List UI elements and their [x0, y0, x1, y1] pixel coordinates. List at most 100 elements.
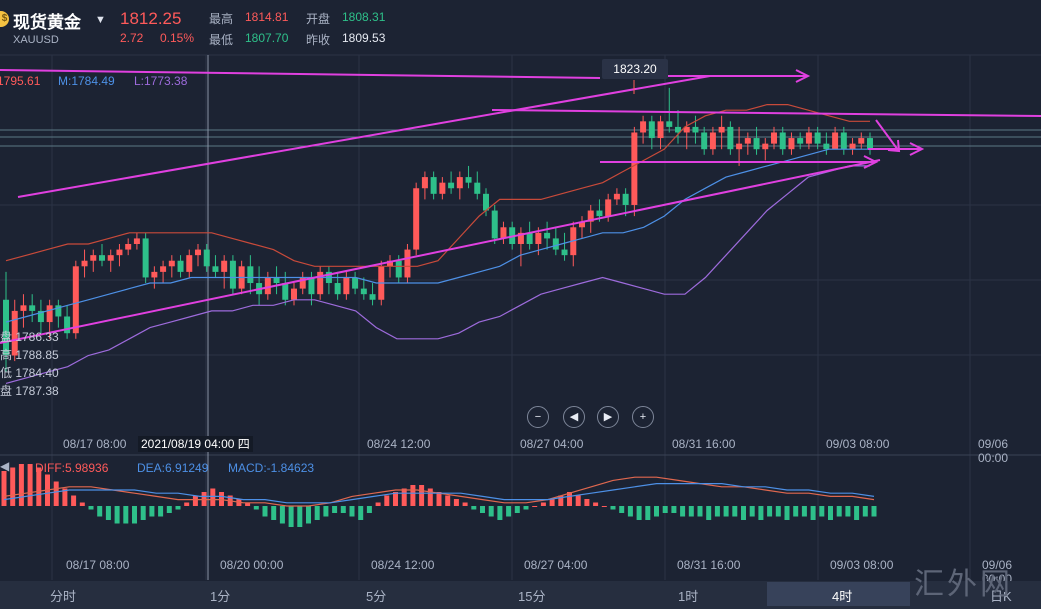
low-value: 1807.70 [245, 31, 289, 45]
macd-histogram-bar [619, 506, 625, 513]
candle-body [421, 177, 428, 189]
candle-body [805, 132, 812, 144]
last-price: 1812.25 [120, 9, 182, 28]
timeframe-tab-day[interactable]: 日K [990, 589, 1012, 604]
timeframe-tab-4h[interactable]: 4时 [832, 589, 853, 604]
candle-body [430, 177, 437, 194]
macd-histogram-bar [801, 506, 807, 517]
macd-histogram-bar [714, 506, 720, 517]
prev-close-value: 1809.53 [342, 31, 386, 45]
ohlc-open: 开盘 1786.33 [0, 330, 59, 344]
macd-histogram-bar [10, 467, 16, 506]
price-callout: 1823.20 [602, 59, 668, 79]
arrow-head [887, 139, 901, 153]
candle-body [46, 305, 53, 323]
macd-dea-line [3, 483, 875, 504]
candle-body [186, 255, 193, 272]
candle-body [526, 232, 533, 244]
timeframe-tab-5m[interactable]: 5分 [366, 589, 387, 604]
trendline [17, 75, 711, 198]
candle-body [491, 210, 498, 239]
boll-mid-label: M:1784.49 [58, 74, 115, 88]
candle-body [753, 138, 760, 150]
macd-histogram-bar [36, 467, 42, 506]
macd-histogram-bar [810, 506, 816, 520]
candle-body [771, 132, 777, 144]
x-axis-label: 08/24 12:00 [367, 437, 431, 451]
candle-body [160, 266, 167, 272]
timeframe-tab-intraday[interactable]: 分时 [50, 589, 77, 604]
macd-histogram-bar [445, 495, 451, 506]
scroll-left-button[interactable]: ◀ [563, 406, 585, 428]
candle-body [456, 177, 463, 189]
macd-histogram-bar [819, 506, 825, 517]
candle-body [832, 132, 839, 150]
candle-body [107, 255, 114, 261]
candle-body [762, 143, 769, 150]
boll-lower-label: L:1773.38 [134, 74, 188, 88]
candle-body [317, 271, 324, 295]
zoom-out-button[interactable]: − [527, 406, 549, 428]
candle-body [587, 210, 594, 222]
candle-body [849, 143, 856, 150]
candle-body [718, 126, 725, 133]
macd-histogram-bar [680, 506, 686, 517]
candle-body [133, 238, 140, 244]
coin-mark: $ [1, 13, 8, 24]
symbol-name[interactable]: 现货黄金 [13, 13, 81, 32]
macd-histogram-bar [340, 506, 346, 513]
prev-close-label: 昨收 [306, 33, 331, 47]
macd-histogram-bar [593, 502, 599, 506]
macd-histogram-bar [862, 506, 868, 517]
symbol-dropdown-icon[interactable]: ▼ [95, 14, 106, 26]
macd-histogram-bar [575, 495, 581, 506]
scroll-right-button[interactable]: ▶ [597, 406, 619, 428]
candle-body [858, 138, 865, 144]
macd-histogram-bar [114, 506, 120, 524]
macd-histogram-bar [410, 485, 416, 506]
macd-histogram-bar [871, 506, 877, 517]
timeframe-tab-15m[interactable]: 15分 [518, 589, 546, 604]
candle-body [37, 310, 44, 323]
candle-body [683, 126, 690, 133]
timeframe-tab-1m[interactable]: 1分 [210, 589, 231, 604]
candle-body [622, 193, 629, 205]
macd-histogram-bar [79, 502, 85, 506]
macd-histogram-bar [662, 506, 668, 513]
macd-histogram-bar [18, 464, 24, 506]
timeframe-tab-1h[interactable]: 1时 [678, 589, 699, 604]
candle-body [552, 238, 559, 250]
macd-histogram-bar [462, 502, 468, 506]
candle-body [221, 260, 228, 272]
macd-histogram-bar [192, 495, 198, 506]
zoom-in-button[interactable]: + [632, 406, 654, 428]
candle-body [709, 132, 716, 150]
macd-histogram-bar [332, 506, 338, 513]
watermark-logo: 汇外网 [914, 567, 1013, 602]
macd-histogram-bar [184, 502, 190, 506]
candle-body [334, 283, 341, 295]
candle-body [439, 182, 446, 194]
macd-histogram-bar [393, 492, 398, 506]
ohlc-close: 收盘 1787.38 [0, 384, 59, 398]
macd-histogram-bar [271, 506, 277, 520]
macd-histogram-bar [175, 506, 181, 510]
macd-histogram-bar [688, 506, 694, 517]
collapse-arrow-icon[interactable]: ◀ [0, 459, 10, 473]
arrow-head [795, 69, 811, 83]
macd-x-label: 08/20 00:00 [220, 558, 284, 572]
candle-body [779, 132, 786, 150]
candle-body [814, 132, 821, 144]
macd-histogram-bar [567, 492, 572, 506]
candle-body [840, 132, 847, 150]
candle-body [395, 260, 402, 278]
candle-body [631, 132, 638, 205]
x-axis-label: 09/06 00:00 [978, 437, 1009, 465]
candle-body [64, 316, 71, 334]
macd-histogram-bar [132, 506, 137, 524]
candle-body [55, 305, 62, 317]
macd-histogram-bar [671, 506, 677, 513]
candle-body [168, 260, 175, 267]
macd-histogram-bar [654, 506, 659, 517]
